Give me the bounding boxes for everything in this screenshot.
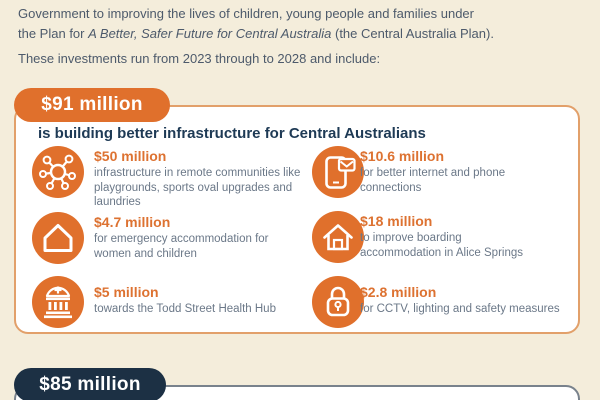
item-description: for CCTV, lighting and safety measures: [360, 303, 560, 315]
phone-mail-icon: [312, 146, 364, 198]
item-amount: $2.8 million: [360, 284, 437, 300]
infrastructure-card: [14, 105, 580, 334]
padlock-icon: [312, 276, 364, 328]
intro-line-2-before: the Plan for: [18, 25, 89, 41]
item-amount: $50 million: [94, 148, 167, 164]
item-amount: $4.7 million: [94, 214, 171, 230]
intro-line-2-after: (the Central Australia Plan).: [331, 25, 494, 41]
item-description: infrastructure in remote communities lik…: [94, 167, 301, 208]
intro-paragraph: Government to improving the lives of chi…: [18, 4, 584, 43]
network-hub-icon: [32, 146, 84, 198]
badge-91-million: $91 million: [14, 88, 170, 122]
health-building-icon: [32, 276, 84, 328]
item-amount: $10.6 million: [360, 148, 445, 164]
badge-85-million: $85 million: [14, 368, 166, 400]
item-amount: $18 million: [360, 213, 433, 229]
plan-title-italic: A Better, Safer Future for Central Austr…: [88, 25, 332, 41]
investment-period-text: These investments run from 2023 through …: [18, 51, 381, 66]
item-description: for emergency accommodation for women an…: [94, 233, 269, 260]
item-description: towards the Todd Street Health Hub: [94, 303, 276, 315]
item-description: for better internet and phone connection…: [360, 167, 506, 194]
intro-line-1: Government to improving the lives of chi…: [18, 6, 474, 21]
infrastructure-heading: is building better infrastructure for Ce…: [38, 125, 426, 142]
item-description: to improve boarding accommodation in Ali…: [360, 232, 523, 259]
item-amount: $5 million: [94, 284, 159, 300]
home-icon: [312, 211, 364, 263]
house-outline-icon: [32, 212, 84, 264]
